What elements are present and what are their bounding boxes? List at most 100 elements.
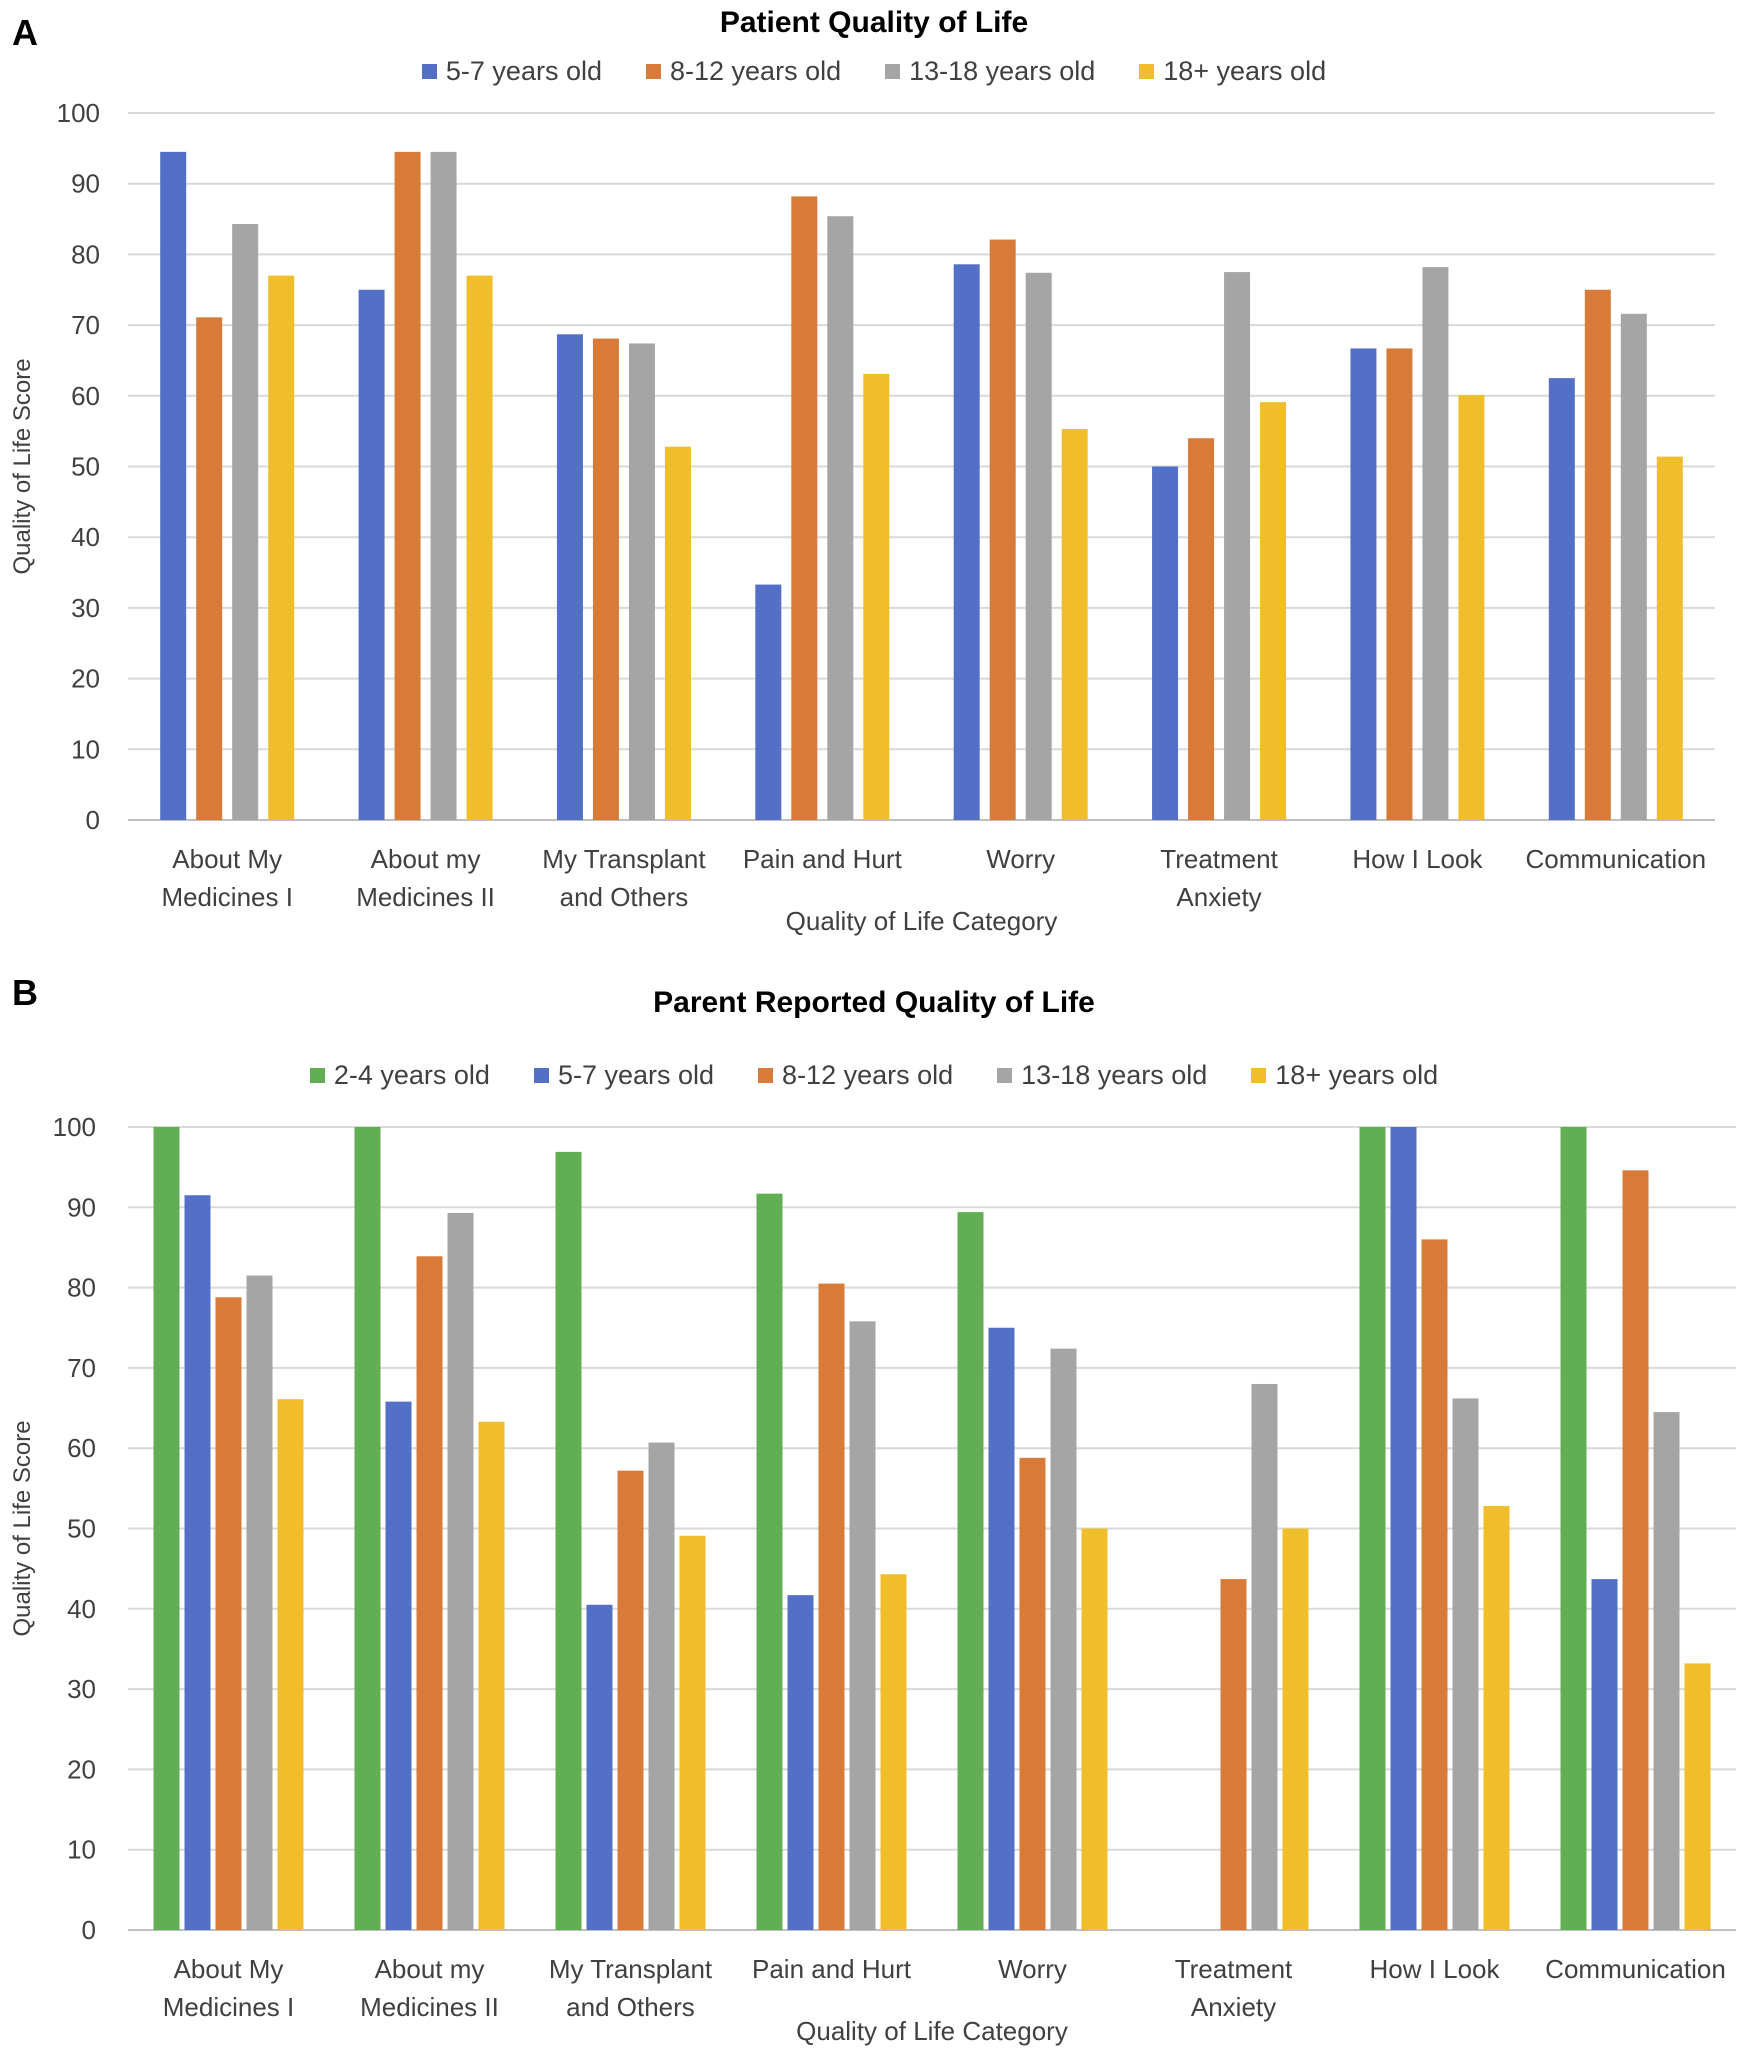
legend-swatch <box>1251 1068 1267 1083</box>
x-tick-label: Anxiety <box>1176 882 1261 912</box>
bar <box>232 223 259 820</box>
bar <box>617 1470 644 1930</box>
legend-swatch <box>1139 64 1155 79</box>
bar <box>277 1399 304 1930</box>
bar <box>555 1151 582 1930</box>
y-tick-label: 40 <box>67 1594 96 1624</box>
bar <box>1025 272 1052 821</box>
x-tick-label: About My <box>174 1954 284 1984</box>
y-tick-label: 70 <box>71 310 100 340</box>
legend-item: 2-4 years old <box>309 1060 490 1091</box>
x-tick-label: About My <box>172 844 282 874</box>
bar <box>478 1421 505 1930</box>
bar <box>953 264 980 821</box>
bar <box>863 373 890 820</box>
y-tick-label: 70 <box>67 1353 96 1383</box>
x-tick-label: Medicines II <box>360 1992 499 2022</box>
bar <box>268 275 295 820</box>
bar <box>354 1127 381 1930</box>
bar <box>1390 1127 1417 1930</box>
x-tick-label: Medicines I <box>163 1992 295 2022</box>
bar <box>246 1275 273 1930</box>
bar <box>394 151 421 820</box>
x-axis-title: Quality of Life Category <box>786 906 1058 936</box>
bar <box>358 289 385 820</box>
panel-label: B <box>12 972 38 1013</box>
bar <box>1591 1579 1618 1930</box>
chart-panel-a: A Patient Quality of Life 5-7 years old 8… <box>0 0 1748 960</box>
y-tick-label: 90 <box>67 1192 96 1222</box>
bar <box>1282 1528 1309 1930</box>
bar <box>1622 1170 1649 1930</box>
bar <box>586 1604 613 1930</box>
x-tick-label: My Transplant <box>542 844 706 874</box>
x-axis-title: Quality of Life Category <box>796 2016 1068 2046</box>
bar <box>1050 1348 1077 1930</box>
bar <box>447 1212 474 1930</box>
legend-label: 2-4 years old <box>333 1060 490 1090</box>
x-tick-label: Treatment <box>1160 844 1278 874</box>
bar <box>787 1595 814 1930</box>
legend-swatch <box>646 64 661 79</box>
bar <box>880 1574 907 1930</box>
bar <box>1019 1457 1046 1930</box>
y-axis-title: Quality of Life Score <box>9 1420 36 1636</box>
chart-title: Patient Quality of Life <box>719 6 1029 39</box>
legend-swatch <box>421 64 437 79</box>
legend-swatch <box>758 1068 774 1083</box>
legend-item: 8-12 years old <box>646 56 841 87</box>
bar <box>1458 395 1485 820</box>
bar <box>1188 438 1215 820</box>
bar <box>430 151 457 820</box>
y-tick-label: 60 <box>71 381 100 411</box>
bar <box>679 1535 706 1930</box>
x-tick-label: Worry <box>998 1954 1067 1984</box>
bar <box>1081 1528 1108 1930</box>
bar <box>989 239 1016 821</box>
legend-swatch <box>885 64 901 79</box>
y-tick-label: 80 <box>71 239 100 269</box>
bar <box>1548 378 1575 820</box>
x-tick-label: Pain and Hurt <box>743 844 903 874</box>
legend-label: 8-12 years old <box>782 1060 954 1090</box>
y-tick-label: 80 <box>67 1273 96 1303</box>
y-tick-label: 90 <box>71 169 100 199</box>
bar <box>196 317 223 820</box>
bar <box>1251 1383 1278 1930</box>
bar <box>791 196 818 820</box>
chart-legend: 2-4 years old 5-7 years old 8-12 years old… <box>0 1060 1748 1091</box>
legend-swatch <box>309 1068 325 1083</box>
legend-item: 13-18 years old <box>885 56 1095 87</box>
y-tick-label: 30 <box>67 1674 96 1704</box>
y-tick-label: 20 <box>71 664 100 694</box>
chart-panel-b: B Parent Reported Quality of Life 2-4 ye… <box>0 960 1748 2051</box>
legend-item: 5-7 years old <box>533 1060 714 1091</box>
y-tick-label: 60 <box>67 1433 96 1463</box>
bar <box>988 1327 1015 1930</box>
panel-label: A <box>12 12 38 53</box>
bar <box>1350 348 1377 820</box>
bar <box>756 1193 783 1930</box>
bar <box>1684 1663 1711 1930</box>
x-tick-label: and Others <box>566 1992 695 2022</box>
bar <box>466 275 493 820</box>
bar <box>385 1401 412 1930</box>
legend-label: 13-18 years old <box>1021 1060 1208 1090</box>
legend-label: 5-7 years old <box>445 56 602 86</box>
x-tick-label: Medicines II <box>356 882 495 912</box>
bar <box>755 584 782 820</box>
x-tick-label: How I Look <box>1352 844 1483 874</box>
x-tick-label: How I Look <box>1369 1954 1500 1984</box>
chart-title: Parent Reported Quality of Life <box>653 986 1095 1019</box>
bar <box>1620 313 1647 820</box>
x-tick-label: My Transplant <box>549 1954 713 1984</box>
y-tick-label: 20 <box>67 1754 96 1784</box>
x-tick-label: Pain and Hurt <box>752 1954 912 1984</box>
bar <box>1421 1239 1448 1930</box>
bar <box>160 151 187 820</box>
x-tick-label: Treatment <box>1175 1954 1293 1984</box>
y-tick-label: 40 <box>71 522 100 552</box>
y-tick-label: 50 <box>67 1514 96 1544</box>
y-tick-label: 100 <box>57 98 100 128</box>
bar <box>1584 289 1611 820</box>
